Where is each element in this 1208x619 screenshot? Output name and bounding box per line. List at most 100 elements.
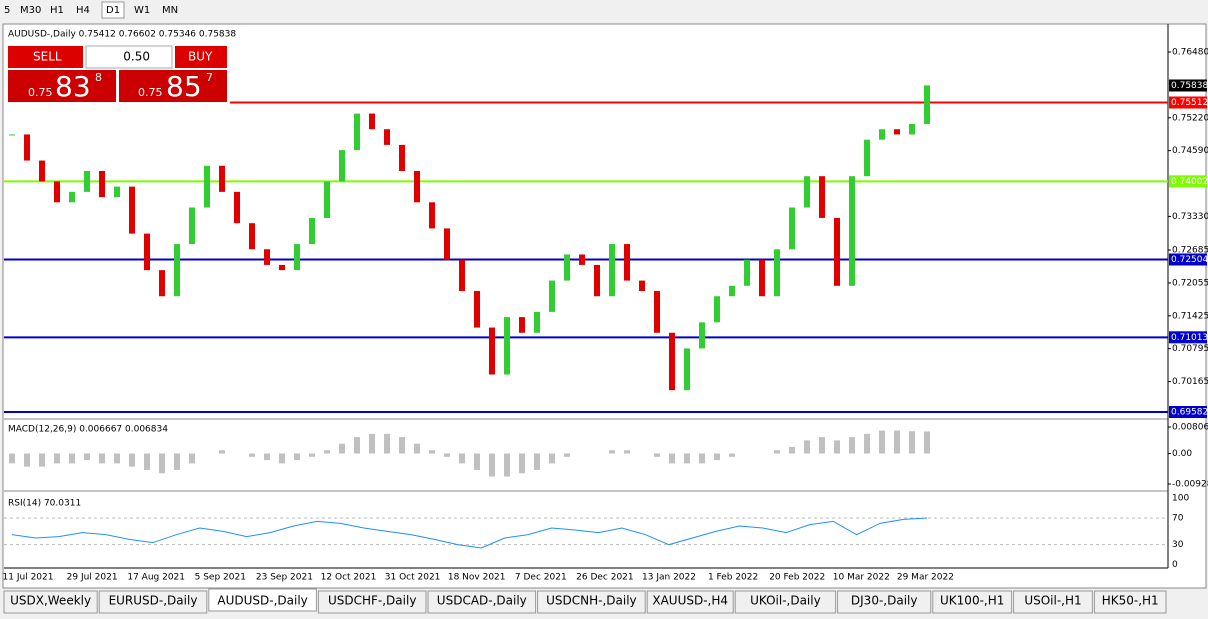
macd-bar	[129, 453, 135, 467]
x-tick-label: 12 Oct 2021	[321, 573, 377, 583]
timeframe[interactable]: H1	[50, 5, 64, 16]
x-tick-label: 29 Mar 2022	[897, 573, 954, 583]
buy-price: 85	[166, 70, 202, 103]
candle	[9, 134, 15, 136]
candle	[714, 296, 720, 323]
macd-bar	[894, 430, 900, 454]
macd-bar	[354, 437, 360, 454]
macd-bar	[9, 453, 15, 464]
x-tick-label: 11 Jul 2021	[3, 573, 54, 583]
tab[interactable]	[932, 590, 1013, 614]
candle	[609, 244, 615, 297]
candle	[534, 311, 540, 333]
candle	[489, 327, 495, 375]
timeframe[interactable]: H4	[76, 5, 90, 16]
timeframe[interactable]: W1	[134, 5, 150, 16]
tab[interactable]	[3, 590, 98, 614]
candle	[369, 113, 375, 130]
tab[interactable]	[734, 590, 837, 614]
tab[interactable]	[98, 590, 208, 614]
candle	[924, 85, 930, 125]
macd-bar	[819, 437, 825, 454]
tab-label: HK50-,H1	[1102, 594, 1159, 608]
macd-bar	[264, 453, 270, 461]
candle	[234, 191, 240, 224]
y-tick-label: 70	[1172, 514, 1184, 524]
buy-price-box[interactable]	[119, 70, 227, 102]
candle	[324, 181, 330, 218]
x-tick-label: 5 Sep 2021	[195, 573, 246, 583]
y-tick-label: 0.74590	[1172, 146, 1208, 156]
macd-bar	[339, 443, 345, 454]
candle	[444, 228, 450, 260]
candle	[669, 332, 675, 391]
candle	[429, 202, 435, 229]
macd-bar	[399, 437, 405, 454]
active-timeframe	[101, 1, 125, 19]
sell-button[interactable]	[8, 46, 83, 68]
macd-bar	[249, 453, 255, 457]
candle	[594, 264, 600, 297]
candle	[804, 176, 810, 208]
candle	[819, 176, 825, 218]
candle	[504, 317, 510, 375]
level-label: 0.71013	[1171, 333, 1208, 343]
timeframe[interactable]: D1	[106, 5, 120, 16]
macd-bar	[879, 430, 885, 454]
candle	[564, 254, 570, 281]
macd-bar	[474, 453, 480, 470]
macd-bar	[159, 453, 165, 474]
candle	[909, 124, 915, 135]
candle	[474, 291, 480, 328]
level-box	[1169, 96, 1207, 109]
candle	[114, 186, 120, 198]
candle	[354, 113, 360, 151]
macd-title: MACD(12,26,9) 0.006667 0.006834	[8, 425, 168, 435]
timeframe[interactable]: MN	[162, 5, 178, 16]
candle	[414, 170, 420, 203]
candle	[69, 191, 75, 203]
lot-input[interactable]	[85, 45, 173, 69]
buy-button[interactable]	[175, 46, 227, 68]
tab-label: UKOil-,Daily	[750, 594, 821, 608]
timeframe[interactable]: M30	[20, 5, 41, 16]
tab[interactable]	[1013, 590, 1093, 614]
candle	[159, 270, 165, 297]
tab[interactable]	[1093, 590, 1167, 614]
tab[interactable]	[427, 590, 537, 614]
macd-bar	[99, 453, 105, 464]
sell-price-box[interactable]	[8, 70, 116, 102]
tab-label: XAUUSD-,H4	[652, 594, 728, 608]
x-tick-label: 17 Aug 2021	[127, 573, 185, 583]
buy-big: 0.75	[138, 86, 163, 99]
tab[interactable]	[208, 588, 317, 612]
chart-header: AUDUSD-,Daily 0.75412 0.76602 0.75346 0.…	[8, 30, 236, 40]
macd-bar	[729, 453, 735, 457]
macd-bar	[114, 453, 120, 464]
y-tick-label: 0.008061	[1172, 423, 1208, 433]
tab[interactable]	[537, 590, 646, 614]
candle	[219, 165, 225, 192]
macd-bar	[519, 453, 525, 474]
x-tick-label: 31 Oct 2021	[385, 573, 441, 583]
y-tick-label: 0	[1172, 560, 1178, 570]
candle	[129, 186, 135, 234]
macd-bar	[564, 453, 570, 457]
macd-bar	[39, 453, 45, 467]
tab-label: UK100-,H1	[940, 594, 1004, 608]
macd-bar	[84, 453, 90, 461]
y-tick-label: 0.76480	[1172, 47, 1208, 57]
x-tick-label: 7 Dec 2021	[515, 573, 567, 583]
tab[interactable]	[646, 590, 734, 614]
candle	[174, 244, 180, 297]
candle	[579, 254, 585, 265]
y-tick-label: 0.73330	[1172, 212, 1208, 222]
tab[interactable]	[317, 590, 427, 614]
candle	[894, 129, 900, 135]
timeframe[interactable]: 5	[4, 5, 10, 16]
macd-bar	[69, 453, 75, 464]
tab[interactable]	[837, 590, 932, 614]
macd-bar	[489, 453, 495, 477]
